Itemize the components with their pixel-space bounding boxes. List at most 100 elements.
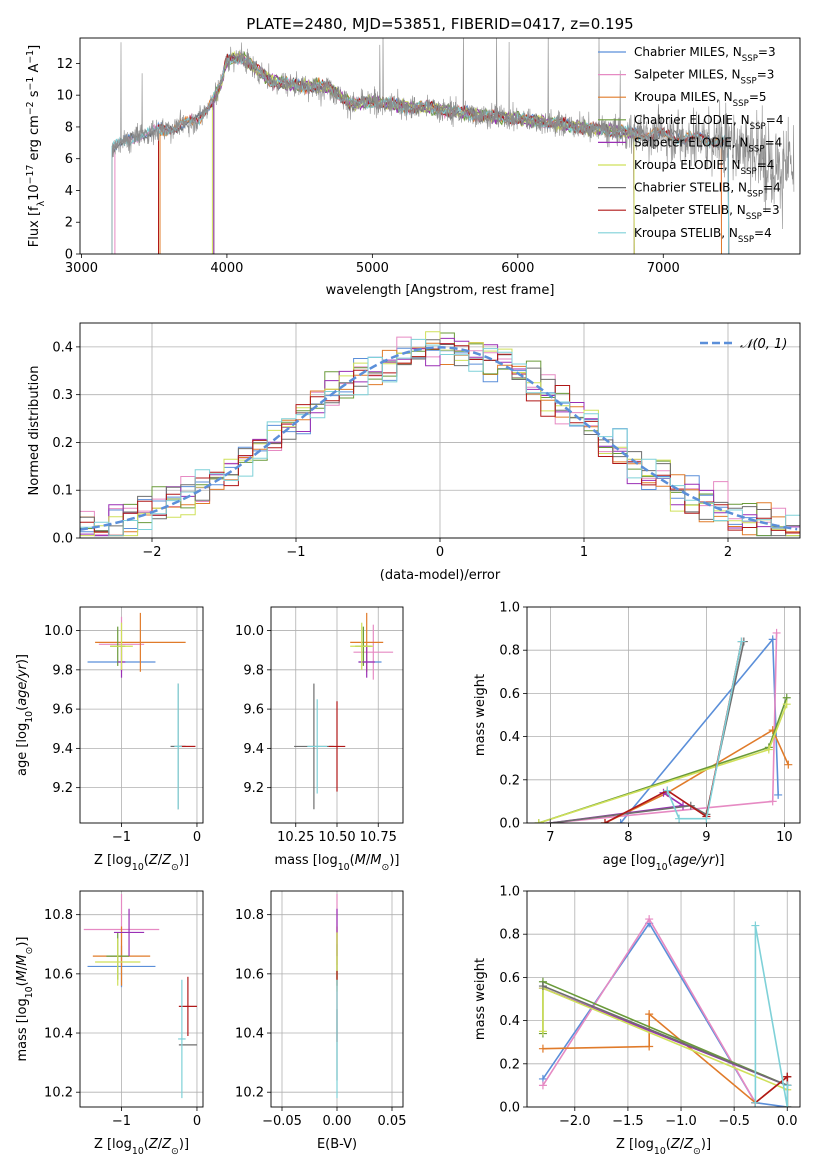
ebv-mass-xlabel: E(B-V) — [317, 1137, 357, 1152]
z-age-ytick-label-3: 9.8 — [52, 663, 73, 678]
mass-age-frame — [270, 606, 404, 824]
mass-age-plot-area — [294, 612, 394, 810]
spectrum-xtick-label-2: 5000 — [356, 261, 389, 276]
z-mass-xlabel: Z [log10(Z/Z⊙)] — [94, 1137, 189, 1157]
z-weight-marker-2-2 — [645, 1010, 654, 1019]
z-weight-xtick-label-1: −1.5 — [612, 1114, 644, 1129]
spectrum-legend-label-8: Kroupa STELIB, NSSP=4 — [634, 226, 772, 245]
spectrum-model-line-8 — [111, 56, 730, 254]
spectrum-data-line — [111, 38, 795, 254]
z-mass-plot-area — [83, 893, 197, 1099]
z-weight-ytick-label-2: 0.4 — [499, 1014, 520, 1029]
age-weight-frame — [526, 606, 801, 824]
age-weight-series-line-6 — [550, 641, 745, 823]
age-weight-marker-0-2 — [774, 790, 783, 799]
z-age-ytick-label-2: 9.6 — [52, 703, 73, 718]
z-weight-marker-8-3 — [783, 1081, 792, 1090]
z-age-xtick-label-0: −1 — [112, 830, 131, 845]
z-weight-marker-1-0 — [538, 1081, 547, 1090]
spectrum-xtick-label-0: 3000 — [65, 261, 98, 276]
age-weight-series-line-5 — [538, 703, 788, 823]
spectrum-ytick-label-2: 4 — [65, 184, 73, 199]
z-mass-frame — [79, 890, 204, 1108]
z-weight-xtick-label-4: 0.0 — [777, 1114, 798, 1129]
spectrum-xtick-label-3: 6000 — [501, 261, 534, 276]
z-weight-ytick-label-5: 1.0 — [499, 885, 520, 900]
spectrum-xtick-label-4: 7000 — [647, 261, 680, 276]
mass-age-ytick-label-3: 9.8 — [243, 663, 264, 678]
ebv-mass-ytick-label-1: 10.4 — [235, 1027, 264, 1042]
ebv-mass-xtick-label-1: 0.00 — [323, 1114, 352, 1129]
z-weight-marker-1-1 — [645, 915, 654, 924]
ebv-mass-ytick-label-0: 10.2 — [235, 1086, 264, 1101]
z-age-ytick-label-4: 10.0 — [44, 624, 73, 639]
z-weight-xlabel: Z [log10(Z/Z⊙)] — [616, 1137, 711, 1157]
z-age-ytick-label-0: 9.2 — [52, 781, 73, 796]
spectrum-legend-label-7: Salpeter STELIB, NSSP=3 — [634, 203, 780, 222]
z-weight-marker-6-0 — [538, 982, 547, 991]
spectrum-plot-area — [111, 38, 795, 254]
z-age-ytick-label-1: 9.4 — [52, 742, 73, 757]
z-weight-ytick-label-1: 0.2 — [499, 1057, 520, 1072]
age-weight-xtick-label-3: 10 — [776, 830, 793, 845]
spectrum-legend-label-0: Chabrier MILES, NSSP=3 — [634, 45, 776, 64]
spectrum-legend-label-6: Chabrier STELIB, NSSP=4 — [634, 181, 781, 200]
z-age-frame — [79, 606, 204, 824]
residuals-xtick-label-1: −1 — [286, 545, 305, 560]
residuals-hist-8 — [80, 338, 800, 537]
mass-age-ytick-label-4: 10.0 — [235, 624, 264, 639]
z-weight-ytick-label-4: 0.8 — [499, 928, 520, 943]
age-weight-marker-2-3 — [784, 760, 793, 769]
age-weight-marker-8-3 — [737, 637, 746, 646]
z-mass-xtick-label-1: 0 — [193, 1114, 201, 1129]
spectrum-ylabel: Flux [fλ10−17 erg cm−2 s−1 A−1] — [25, 45, 47, 247]
z-weight-frame — [526, 890, 801, 1108]
age-weight-marker-6-0 — [546, 819, 555, 823]
spectrum-ytick-label-4: 8 — [65, 120, 73, 135]
spectrum-frame — [79, 37, 801, 255]
z-weight-marker-7-1 — [783, 1072, 792, 1081]
residuals-frame — [79, 322, 801, 539]
z-age-xtick-label-1: 0 — [193, 830, 201, 845]
z-weight-xtick-label-0: −2.0 — [559, 1114, 591, 1129]
spectrum-legend-label-5: Kroupa ELODIE, NSSP=4 — [634, 158, 774, 177]
age-weight-ytick-label-3: 0.6 — [499, 687, 520, 702]
z-weight-ytick-label-0: 0.0 — [499, 1101, 520, 1116]
spectrum-ytick-label-0: 0 — [65, 248, 73, 263]
z-weight-plot-area — [538, 915, 792, 1107]
residuals-xlabel: (data-model)/error — [380, 568, 501, 583]
z-weight-xtick-label-2: −1.0 — [665, 1114, 697, 1129]
z-age-plot-area — [87, 612, 196, 810]
ebv-mass-ytick-label-2: 10.6 — [235, 967, 264, 982]
age-weight-marker-0-0 — [616, 819, 625, 823]
age-weight-marker-5-1 — [764, 745, 773, 754]
z-weight-ytick-label-3: 0.6 — [499, 971, 520, 986]
z-weight-ylabel: mass weight — [473, 958, 488, 1040]
age-weight-ytick-label-2: 0.4 — [499, 730, 520, 745]
spectrum-ytick-label-3: 6 — [65, 152, 73, 167]
residuals-hist-6 — [80, 339, 800, 537]
spectrum-xtick-label-1: 4000 — [210, 261, 243, 276]
z-weight-marker-5-0 — [538, 1027, 547, 1036]
spectrum-legend-label-2: Kroupa MILES, NSSP=5 — [634, 90, 767, 109]
spectrum-legend-label-3: Chabrier ELODIE, NSSP=4 — [634, 113, 783, 132]
z-weight-series-line-8 — [754, 925, 789, 1107]
mass-age-ytick-label-0: 9.2 — [243, 781, 264, 796]
residuals-xtick-label-3: 1 — [580, 545, 588, 560]
age-weight-plot-area — [534, 628, 793, 823]
age-weight-series-line-0 — [619, 637, 779, 823]
ebv-mass-xtick-label-2: 0.05 — [378, 1114, 407, 1129]
ebv-mass-ytick-label-3: 10.8 — [235, 908, 264, 923]
z-weight-marker-2-0 — [538, 1044, 547, 1053]
age-weight-marker-8-2 — [702, 814, 711, 823]
residuals-ytick-label-0: 0.0 — [52, 532, 73, 547]
spectrum-model-line-2 — [159, 54, 722, 254]
age-weight-xtick-label-2: 9 — [702, 830, 710, 845]
z-weight-series-line-5 — [542, 987, 788, 1091]
z-weight-marker-8-0 — [751, 1098, 760, 1107]
mass-age-xtick-label-0: 10.25 — [277, 830, 314, 845]
z-mass-xtick-label-0: −1 — [112, 1114, 131, 1129]
z-weight-series-line-6 — [542, 985, 789, 1087]
residuals-xtick-label-0: −2 — [142, 545, 161, 560]
